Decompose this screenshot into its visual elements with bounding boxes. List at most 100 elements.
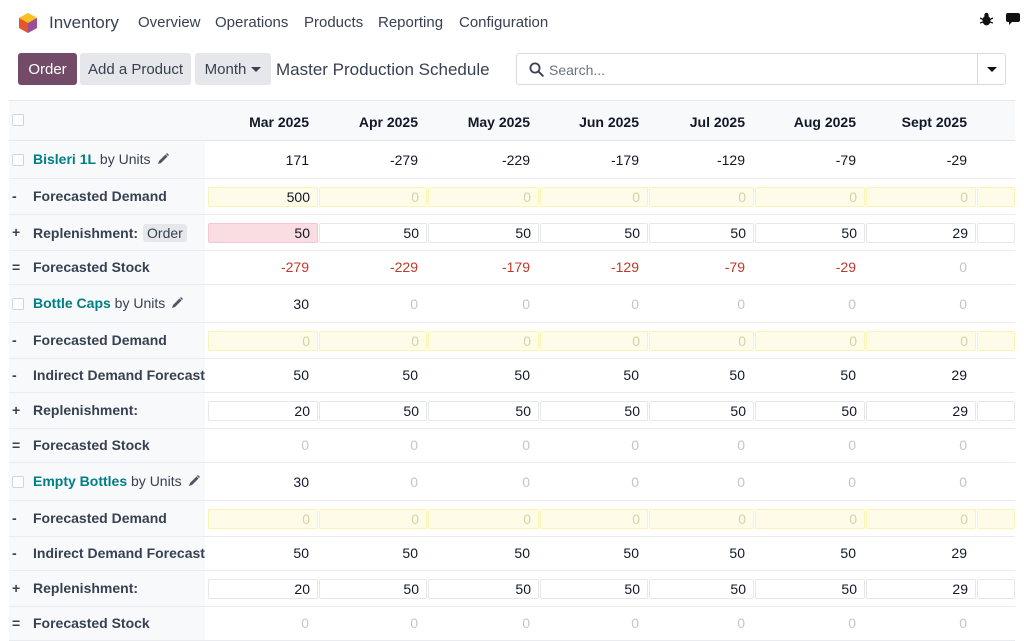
menu-operations[interactable]: Operations bbox=[215, 14, 289, 31]
overflow-column-input[interactable] bbox=[977, 401, 1015, 421]
replenishment-input[interactable]: 20 bbox=[208, 579, 318, 599]
starting-inventory-cell: 0 bbox=[522, 296, 530, 312]
replenishment-input[interactable]: 20 bbox=[208, 401, 318, 421]
forecast-demand-input[interactable]: 0 bbox=[208, 509, 318, 529]
menu-overview[interactable]: Overview bbox=[138, 14, 201, 31]
mps-replenish-row: + Replenishment: Order 50 50 50 50 50 50 29 bbox=[9, 215, 1015, 251]
row-label-text: Forecasted Demand bbox=[33, 510, 167, 526]
row-label-text: Indirect Demand Forecast bbox=[33, 545, 205, 561]
forecast-demand-input[interactable]: 0 bbox=[649, 509, 754, 529]
column-header: Sept 2025 bbox=[901, 114, 967, 130]
starting-inventory-cell: 0 bbox=[848, 474, 856, 490]
replenishment-input[interactable]: 50 bbox=[319, 401, 427, 421]
operator-sign: - bbox=[12, 510, 17, 526]
product-name-link[interactable]: Bottle Caps bbox=[33, 295, 111, 311]
overflow-column-input[interactable] bbox=[977, 223, 1015, 243]
menu-configuration[interactable]: Configuration bbox=[459, 14, 549, 31]
product-name-link[interactable]: Empty Bottles bbox=[33, 473, 128, 489]
forecast-demand-input[interactable]: 0 bbox=[208, 331, 318, 351]
replenishment-input[interactable]: 50 bbox=[428, 223, 539, 243]
period-dropdown[interactable]: Month bbox=[195, 53, 271, 85]
pencil-edit-icon[interactable] bbox=[188, 475, 200, 487]
replenish-order-button[interactable]: Order bbox=[143, 224, 187, 242]
forecast-demand-input[interactable]: 0 bbox=[428, 509, 539, 529]
forecasted-stock-cell: 0 bbox=[522, 615, 530, 631]
replenishment-input[interactable]: 50 bbox=[755, 579, 865, 599]
row-label-text: Forecasted Demand bbox=[33, 188, 167, 204]
forecast-demand-input[interactable]: 0 bbox=[866, 509, 976, 529]
pencil-edit-icon[interactable] bbox=[157, 153, 169, 165]
forecast-demand-input[interactable]: 500 bbox=[208, 187, 318, 207]
order-button[interactable]: Order bbox=[18, 53, 77, 85]
overflow-column-input[interactable] bbox=[977, 187, 1015, 207]
replenishment-input[interactable]: 50 bbox=[319, 223, 427, 243]
debug-bug-icon[interactable] bbox=[980, 12, 993, 26]
forecast-demand-input[interactable]: 0 bbox=[428, 331, 539, 351]
forecast-demand-input[interactable]: 0 bbox=[428, 187, 539, 207]
replenishment-input[interactable]: 29 bbox=[866, 579, 976, 599]
inventory-app-icon[interactable] bbox=[18, 12, 38, 34]
replenishment-input[interactable]: 50 bbox=[649, 401, 754, 421]
product-checkbox[interactable] bbox=[12, 154, 24, 166]
replenishment-input[interactable]: 29 bbox=[866, 401, 976, 421]
forecast-demand-input[interactable]: 0 bbox=[866, 187, 976, 207]
pencil-edit-icon[interactable] bbox=[171, 297, 184, 309]
replenishment-input[interactable]: 50 bbox=[755, 223, 865, 243]
replenishment-input[interactable]: 50 bbox=[755, 401, 865, 421]
product-row: Bottle Caps by Units 30 0 0 0 0 0 0 bbox=[9, 285, 1015, 323]
forecast-demand-input[interactable]: 0 bbox=[540, 509, 648, 529]
replenishment-input[interactable]: 50 bbox=[540, 401, 648, 421]
mps-stock-row: = Forecasted Stock -279 -229 -179 -129 -79 -29 0 bbox=[9, 251, 1015, 285]
column-header: Apr 2025 bbox=[358, 114, 418, 130]
replenishment-input[interactable]: 50 bbox=[208, 223, 318, 243]
column-header: Jun 2025 bbox=[579, 114, 639, 130]
replenishment-input[interactable]: 50 bbox=[428, 401, 539, 421]
overflow-column-input[interactable] bbox=[977, 331, 1015, 351]
forecast-demand-input[interactable]: 0 bbox=[755, 331, 865, 351]
replenishment-input[interactable]: 50 bbox=[319, 579, 427, 599]
replenishment-input[interactable]: 50 bbox=[428, 579, 539, 599]
grid-header-row: Mar 2025 Apr 2025 May 2025 Jun 2025 Jul 2025… bbox=[9, 100, 1015, 141]
forecast-demand-input[interactable]: 0 bbox=[755, 509, 865, 529]
caret-down-icon bbox=[986, 66, 997, 72]
overflow-column-input[interactable] bbox=[977, 579, 1015, 599]
operator-sign: - bbox=[12, 188, 17, 204]
chat-bubble-icon[interactable] bbox=[1006, 12, 1020, 26]
product-checkbox[interactable] bbox=[12, 476, 24, 488]
mps-indirect-row: - Indirect Demand Forecast 50 50 50 50 50 50 29 bbox=[9, 537, 1015, 571]
forecast-demand-input[interactable]: 0 bbox=[866, 331, 976, 351]
menu-reporting[interactable]: Reporting bbox=[378, 14, 444, 31]
replenishment-input[interactable]: 50 bbox=[649, 579, 754, 599]
replenishment-input[interactable]: 50 bbox=[540, 579, 648, 599]
forecast-demand-input[interactable]: 0 bbox=[319, 187, 427, 207]
search-bar[interactable] bbox=[516, 53, 977, 85]
product-name-link[interactable]: Bisleri 1L bbox=[33, 151, 97, 167]
app-name[interactable]: Inventory bbox=[49, 13, 119, 32]
forecast-demand-input[interactable]: 0 bbox=[540, 331, 648, 351]
replenishment-input[interactable]: 50 bbox=[649, 223, 754, 243]
replenishment-input[interactable]: 29 bbox=[866, 223, 976, 243]
indirect-demand-cell: 50 bbox=[402, 367, 418, 383]
product-label: Bisleri 1L by Units bbox=[33, 151, 169, 167]
add-product-button[interactable]: Add a Product bbox=[80, 53, 191, 85]
forecast-demand-input[interactable]: 0 bbox=[649, 187, 754, 207]
forecast-demand-input[interactable]: 0 bbox=[540, 187, 648, 207]
forecast-demand-input[interactable]: 0 bbox=[755, 187, 865, 207]
forecast-demand-input[interactable]: 0 bbox=[319, 331, 427, 351]
forecast-demand-input[interactable]: 0 bbox=[319, 509, 427, 529]
starting-inventory-cell: 0 bbox=[410, 296, 418, 312]
row-label-text: Replenishment: bbox=[33, 402, 139, 418]
select-all-checkbox[interactable] bbox=[12, 114, 24, 126]
product-checkbox[interactable] bbox=[12, 298, 24, 310]
overflow-column-input[interactable] bbox=[977, 509, 1015, 529]
search-input[interactable] bbox=[549, 60, 969, 80]
menu-products[interactable]: Products bbox=[304, 14, 364, 31]
forecasted-stock-cell: 0 bbox=[301, 615, 309, 631]
replenishment-input[interactable]: 50 bbox=[540, 223, 648, 243]
forecast-demand-input[interactable]: 0 bbox=[649, 331, 754, 351]
row-label-text: Forecasted Stock bbox=[33, 615, 150, 631]
search-options-toggle[interactable] bbox=[977, 53, 1006, 85]
starting-inventory-cell: 30 bbox=[293, 474, 309, 490]
forecasted-stock-cell: 0 bbox=[959, 615, 967, 631]
row-label-text: Replenishment: bbox=[33, 225, 139, 241]
